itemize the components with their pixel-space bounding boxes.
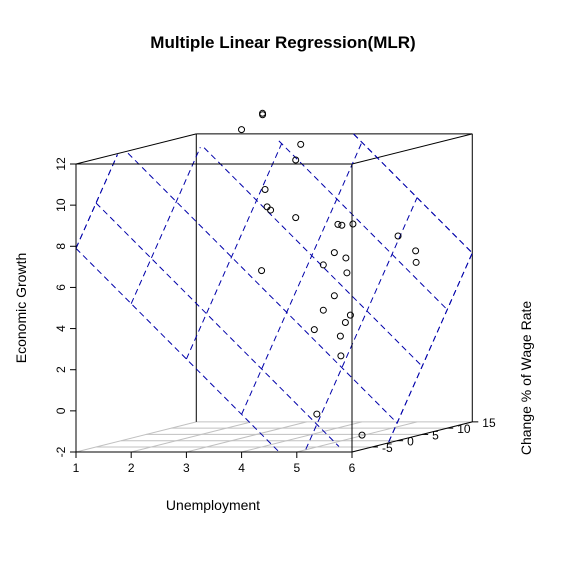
y-axis-label: Change % of Wage Rate: [518, 301, 534, 456]
plane-grid-line: [278, 140, 448, 311]
plane-grid-line: [75, 154, 118, 249]
data-point: [342, 254, 350, 262]
data-point: [334, 220, 342, 228]
z-tick-label: 2: [54, 366, 68, 373]
plane-grid-line: [353, 133, 473, 254]
y-tick-label: 0: [407, 435, 414, 449]
data-points: [238, 109, 420, 439]
data-point: [313, 410, 321, 418]
x-tick-label: 6: [349, 461, 356, 475]
floor-grid-line: [241, 421, 363, 453]
data-point: [343, 269, 351, 277]
plane-grid-line: [241, 142, 363, 415]
z-axis-label: Economic Growth: [13, 253, 29, 363]
data-point: [337, 352, 345, 360]
data-point: [341, 319, 349, 327]
y-tick-label: 5: [432, 428, 439, 442]
data-point: [297, 140, 305, 148]
x-tick-label: 4: [238, 461, 245, 475]
data-point: [330, 249, 338, 257]
z-tick-label: 8: [54, 243, 68, 250]
plane-grid-line: [127, 152, 398, 424]
data-point: [412, 258, 420, 266]
data-point: [394, 232, 402, 240]
chart-title: Multiple Linear Regression(MLR): [150, 33, 415, 52]
data-point: [259, 111, 267, 119]
regression-plane: [75, 133, 473, 453]
floor-grid-line: [296, 421, 418, 453]
data-point: [336, 332, 344, 340]
data-point: [349, 220, 357, 228]
plane-grid-line: [388, 252, 473, 443]
floor-grid-line: [131, 421, 252, 453]
floor-grid-line: [186, 421, 307, 453]
data-point: [267, 206, 275, 214]
data-point: [258, 267, 266, 275]
plane-grid-line: [203, 147, 423, 367]
data-point: [238, 126, 246, 134]
box-front-edges: [75, 163, 473, 453]
data-point: [292, 214, 300, 222]
y-tick-label: 10: [457, 422, 471, 436]
y-tick-label: -5: [382, 441, 393, 455]
z-tick-label: 10: [54, 198, 68, 212]
data-point: [310, 326, 318, 334]
z-tick-label: 12: [54, 157, 68, 171]
data-point: [330, 292, 338, 300]
plane-grid-line: [305, 197, 418, 450]
plane-grid-line: [75, 247, 280, 453]
z-tick-label: -2: [54, 446, 68, 457]
data-point: [261, 186, 269, 194]
data-point: [292, 156, 300, 164]
z-tick-label: 4: [54, 325, 68, 332]
z-tick-label: 6: [54, 284, 68, 291]
y-tick-label: 15: [482, 416, 496, 430]
x-tick-label: 3: [183, 461, 190, 475]
x-tick-label: 5: [293, 461, 300, 475]
data-point: [412, 247, 420, 255]
plane-grid-line: [185, 139, 284, 360]
box-edge: [351, 133, 473, 165]
data-point: [358, 431, 366, 439]
data-point: [346, 311, 354, 319]
plane-grid-line: [130, 147, 201, 304]
x-axis-label: Unemployment: [166, 497, 260, 513]
x-tick-label: 1: [73, 461, 80, 475]
z-tick-label: 0: [54, 407, 68, 414]
floor-grid-line: [75, 421, 197, 453]
data-point: [319, 261, 327, 269]
box-back-edges: [75, 133, 473, 422]
data-point: [319, 306, 327, 314]
plane-grid-line: [95, 202, 340, 447]
data-point: [338, 221, 346, 229]
x-tick-label: 2: [128, 461, 135, 475]
box-edge: [75, 133, 197, 165]
